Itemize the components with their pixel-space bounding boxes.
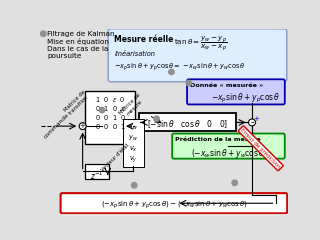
Text: $v_x$: $v_x$ — [129, 145, 138, 154]
FancyBboxPatch shape — [60, 193, 287, 213]
Text: $0\ \ 0\ \ 1\ \ 0$: $0\ \ 0\ \ 1\ \ 0$ — [94, 113, 126, 122]
Text: Matrice de
mesure: Matrice de mesure — [118, 92, 146, 119]
Circle shape — [249, 119, 255, 126]
Circle shape — [169, 69, 174, 75]
FancyBboxPatch shape — [85, 91, 135, 144]
FancyBboxPatch shape — [108, 29, 287, 82]
FancyBboxPatch shape — [187, 79, 285, 104]
Text: $x_w$: $x_w$ — [128, 123, 138, 132]
Text: $y_w$: $y_w$ — [128, 134, 138, 143]
Text: +: + — [80, 123, 85, 129]
Text: $-x_p\sin\theta + y_p\cos\theta = -x_w\sin\theta + y_w\cos\theta$: $-x_p\sin\theta + y_p\cos\theta = -x_w\s… — [115, 61, 246, 73]
Text: Filtrage de Kalman
Mise en équation
Dans le cas de la
poursuite: Filtrage de Kalman Mise en équation Dans… — [47, 31, 115, 59]
Circle shape — [99, 108, 105, 113]
Circle shape — [154, 116, 159, 121]
Text: commande: commande — [43, 112, 71, 140]
Text: Prédiction de la mesure: Prédiction de la mesure — [175, 137, 261, 142]
Text: Erreur de prédiction: Erreur de prédiction — [239, 127, 282, 170]
Text: $\tan\theta = \dfrac{y_w - y_p}{x_w - x_p}$: $\tan\theta = \dfrac{y_w - y_p}{x_w - x_… — [174, 34, 228, 53]
Text: $(-x_p\sin\theta + y_p\cos\theta)-(-x_w\sin\theta + y_w\cos\theta)$: $(-x_p\sin\theta + y_p\cos\theta)-(-x_w\… — [100, 199, 247, 211]
Text: +: + — [253, 116, 259, 122]
Text: $0\ \ 0\ \ 0\ \ 1$: $0\ \ 0\ \ 0\ \ 1$ — [95, 122, 126, 131]
Text: $0\ \ 1\ \ 0\ \ \varepsilon$: $0\ \ 1\ \ 0\ \ \varepsilon$ — [95, 104, 126, 113]
Circle shape — [79, 123, 86, 130]
Text: Donnée « mesurée »: Donnée « mesurée » — [190, 83, 263, 88]
Text: $-x_p\sin\theta + y_p\cos\theta$: $-x_p\sin\theta + y_p\cos\theta$ — [211, 92, 281, 105]
FancyBboxPatch shape — [140, 113, 236, 131]
Circle shape — [41, 31, 46, 36]
FancyBboxPatch shape — [172, 133, 285, 159]
Text: $1\ \ 0\ \ \varepsilon\ \ 0$: $1\ \ 0\ \ \varepsilon\ \ 0$ — [95, 95, 125, 104]
Text: Matrice de
transition: Matrice de transition — [63, 89, 91, 116]
Text: $v_y$: $v_y$ — [129, 155, 138, 165]
Circle shape — [132, 183, 137, 188]
Circle shape — [232, 180, 237, 186]
Text: Vecteur d'état: Vecteur d'état — [100, 142, 130, 173]
Text: $(-x_w\sin\theta + y_w\cos\theta)$: $(-x_w\sin\theta + y_w\cos\theta)$ — [191, 147, 268, 160]
FancyBboxPatch shape — [123, 120, 144, 167]
Text: linéarisation: linéarisation — [115, 51, 156, 57]
Circle shape — [186, 80, 192, 86]
FancyBboxPatch shape — [85, 164, 109, 179]
Text: $[-\sin\theta\quad\cos\theta\quad 0\quad 0]$: $[-\sin\theta\quad\cos\theta\quad 0\quad… — [147, 119, 228, 131]
Text: -: - — [250, 117, 254, 127]
Text: $z^{-1}$: $z^{-1}$ — [90, 169, 104, 182]
Text: Mesure réelle: Mesure réelle — [115, 35, 174, 44]
